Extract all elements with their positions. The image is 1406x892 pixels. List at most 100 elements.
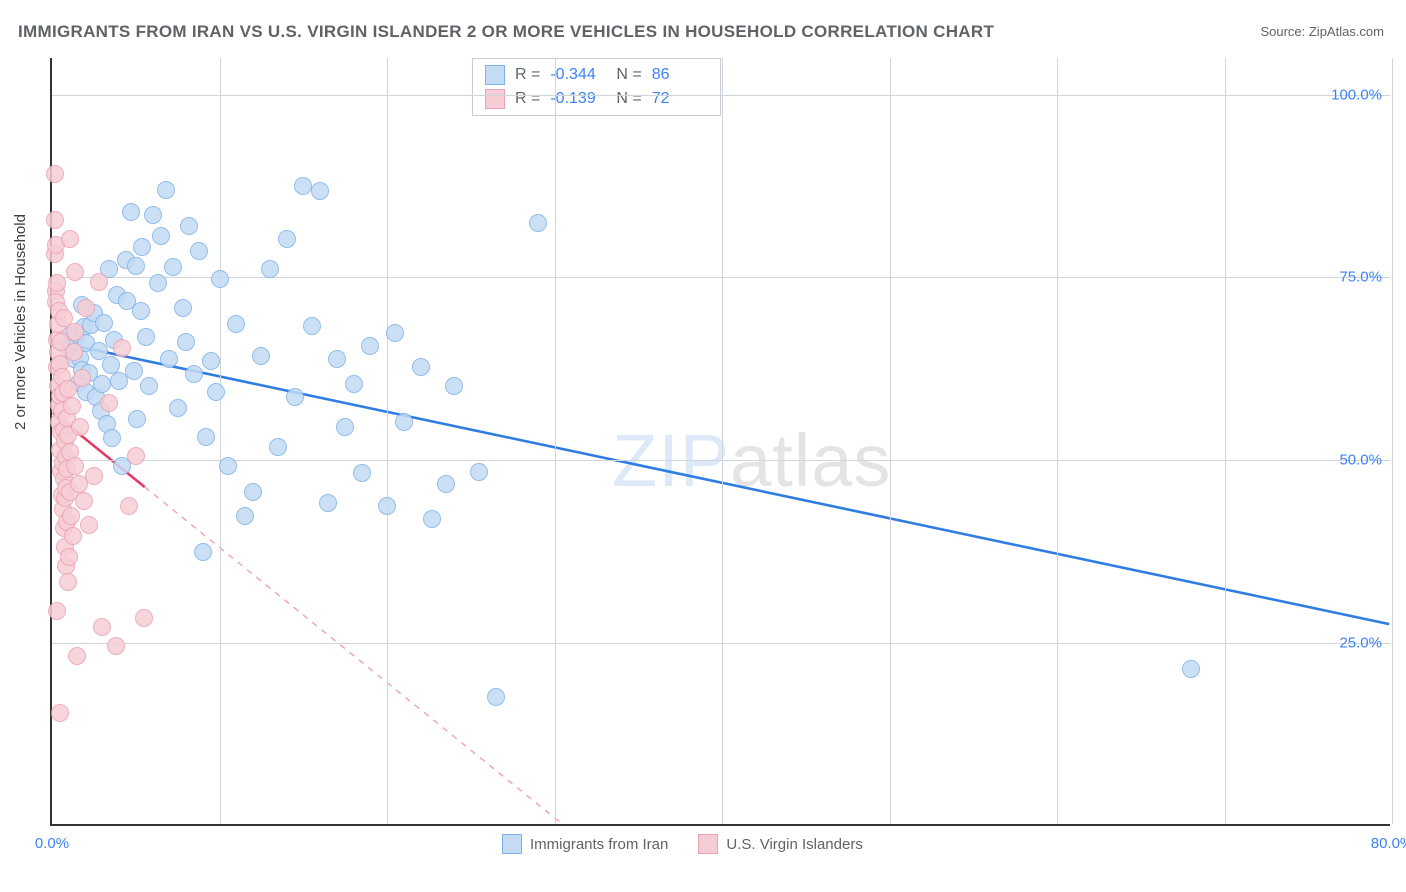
data-point[interactable] <box>378 497 396 515</box>
data-point[interactable] <box>93 375 111 393</box>
data-point[interactable] <box>207 383 225 401</box>
stats-row: R =-0.139N =72 <box>485 87 708 111</box>
data-point[interactable] <box>149 274 167 292</box>
data-point[interactable] <box>48 274 66 292</box>
data-point[interactable] <box>61 230 79 248</box>
data-point[interactable] <box>152 227 170 245</box>
data-point[interactable] <box>261 260 279 278</box>
grid-line-v <box>1057 58 1058 824</box>
data-point[interactable] <box>294 177 312 195</box>
data-point[interactable] <box>59 573 77 591</box>
data-point[interactable] <box>303 317 321 335</box>
data-point[interactable] <box>336 418 354 436</box>
data-point[interactable] <box>180 217 198 235</box>
data-point[interactable] <box>470 463 488 481</box>
data-point[interactable] <box>93 618 111 636</box>
stats-row: R =-0.344N =86 <box>485 63 708 87</box>
data-point[interactable] <box>185 365 203 383</box>
data-point[interactable] <box>345 375 363 393</box>
data-point[interactable] <box>487 688 505 706</box>
source-name[interactable]: ZipAtlas.com <box>1309 24 1384 39</box>
data-point[interactable] <box>219 457 237 475</box>
data-point[interactable] <box>197 428 215 446</box>
y-tick-label: 50.0% <box>1339 452 1382 469</box>
data-point[interactable] <box>164 258 182 276</box>
data-point[interactable] <box>77 299 95 317</box>
data-point[interactable] <box>227 315 245 333</box>
r-value: -0.344 <box>550 63 606 87</box>
data-point[interactable] <box>66 457 84 475</box>
data-point[interactable] <box>252 347 270 365</box>
data-point[interactable] <box>128 410 146 428</box>
data-point[interactable] <box>412 358 430 376</box>
data-point[interactable] <box>85 467 103 485</box>
data-point[interactable] <box>423 510 441 528</box>
data-point[interactable] <box>46 165 64 183</box>
data-point[interactable] <box>386 324 404 342</box>
legend-swatch <box>698 834 718 854</box>
data-point[interactable] <box>75 492 93 510</box>
trend-line <box>145 487 563 824</box>
data-point[interactable] <box>319 494 337 512</box>
legend-item[interactable]: U.S. Virgin Islanders <box>698 834 862 854</box>
data-point[interactable] <box>135 609 153 627</box>
data-point[interactable] <box>437 475 455 493</box>
data-point[interactable] <box>103 429 121 447</box>
data-point[interactable] <box>80 516 98 534</box>
data-point[interactable] <box>395 413 413 431</box>
data-point[interactable] <box>122 203 140 221</box>
data-point[interactable] <box>51 704 69 722</box>
data-point[interactable] <box>202 352 220 370</box>
data-point[interactable] <box>286 388 304 406</box>
data-point[interactable] <box>64 527 82 545</box>
data-point[interactable] <box>328 350 346 368</box>
data-point[interactable] <box>244 483 262 501</box>
data-point[interactable] <box>63 397 81 415</box>
data-point[interactable] <box>65 343 83 361</box>
data-point[interactable] <box>177 333 195 351</box>
data-point[interactable] <box>1182 660 1200 678</box>
data-point[interactable] <box>269 438 287 456</box>
data-point[interactable] <box>144 206 162 224</box>
data-point[interactable] <box>71 418 89 436</box>
data-point[interactable] <box>127 447 145 465</box>
y-tick-label: 75.0% <box>1339 269 1382 286</box>
data-point[interactable] <box>55 309 73 327</box>
data-point[interactable] <box>46 211 64 229</box>
data-point[interactable] <box>445 377 463 395</box>
data-point[interactable] <box>174 299 192 317</box>
data-point[interactable] <box>157 181 175 199</box>
data-point[interactable] <box>353 464 371 482</box>
data-point[interactable] <box>120 497 138 515</box>
data-point[interactable] <box>73 369 91 387</box>
data-point[interactable] <box>95 314 113 332</box>
data-point[interactable] <box>311 182 329 200</box>
data-point[interactable] <box>60 548 78 566</box>
data-point[interactable] <box>66 263 84 281</box>
data-point[interactable] <box>107 637 125 655</box>
data-point[interactable] <box>160 350 178 368</box>
data-point[interactable] <box>278 230 296 248</box>
data-point[interactable] <box>140 377 158 395</box>
data-point[interactable] <box>100 394 118 412</box>
data-point[interactable] <box>133 238 151 256</box>
data-point[interactable] <box>137 328 155 346</box>
data-point[interactable] <box>132 302 150 320</box>
data-point[interactable] <box>169 399 187 417</box>
data-point[interactable] <box>236 507 254 525</box>
data-point[interactable] <box>48 602 66 620</box>
data-point[interactable] <box>125 362 143 380</box>
data-point[interactable] <box>62 507 80 525</box>
data-point[interactable] <box>113 339 131 357</box>
chart-title: IMMIGRANTS FROM IRAN VS U.S. VIRGIN ISLA… <box>18 22 994 42</box>
data-point[interactable] <box>68 647 86 665</box>
legend-item[interactable]: Immigrants from Iran <box>502 834 668 854</box>
data-point[interactable] <box>361 337 379 355</box>
y-axis-label: 2 or more Vehicles in Household <box>12 214 29 430</box>
data-point[interactable] <box>211 270 229 288</box>
data-point[interactable] <box>529 214 547 232</box>
data-point[interactable] <box>190 242 208 260</box>
data-point[interactable] <box>194 543 212 561</box>
data-point[interactable] <box>90 273 108 291</box>
data-point[interactable] <box>127 257 145 275</box>
